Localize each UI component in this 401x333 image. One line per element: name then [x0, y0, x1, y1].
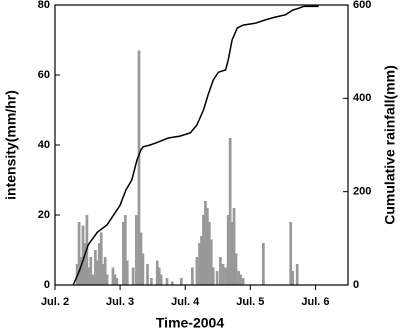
- bar: [91, 274, 95, 285]
- bar: [99, 232, 103, 285]
- bar: [131, 267, 135, 285]
- bar: [211, 267, 215, 285]
- bar: [122, 222, 125, 285]
- bar: [207, 222, 211, 285]
- bar: [232, 208, 236, 285]
- bar: [97, 243, 101, 285]
- bar: [224, 267, 227, 285]
- bar: [115, 278, 119, 285]
- bar: [146, 264, 149, 285]
- y2-tick-label: 600: [353, 0, 371, 11]
- bar: [230, 222, 234, 285]
- bar: [111, 267, 115, 285]
- y-tick-label: 0: [44, 279, 50, 291]
- cumulative-line: [72, 5, 319, 286]
- bar: [200, 236, 203, 285]
- x-tick-label: Jul. 6: [301, 296, 329, 308]
- bar: [141, 253, 145, 285]
- bar: [83, 243, 87, 285]
- bar: [79, 257, 83, 285]
- bar: [261, 243, 265, 285]
- bar: [195, 257, 199, 285]
- bar: [221, 264, 225, 285]
- bar: [81, 225, 85, 285]
- bar: [191, 267, 194, 285]
- y2-tick-label: 200: [353, 186, 371, 198]
- bar: [179, 278, 183, 285]
- bar: [219, 257, 222, 285]
- bar: [155, 260, 159, 285]
- y2-axis-label: Cumulative rainfall(mm): [382, 65, 398, 224]
- bar: [295, 264, 299, 285]
- bar: [139, 232, 143, 285]
- y2-tick-label: 0: [353, 279, 359, 291]
- bar: [103, 257, 107, 285]
- bar: [228, 138, 232, 285]
- bar: [234, 253, 238, 285]
- x-tick-label: Jul. 3: [106, 296, 134, 308]
- x-tick-label: Jul. 2: [41, 296, 69, 308]
- bar: [123, 215, 127, 285]
- bar: [87, 267, 91, 285]
- bar: [241, 278, 245, 285]
- y-tick-label: 80: [38, 0, 50, 11]
- bar: [125, 260, 129, 285]
- bar: [157, 267, 161, 285]
- bar: [237, 271, 240, 285]
- bar: [198, 243, 201, 285]
- bar: [77, 222, 81, 285]
- y-tick-label: 20: [38, 209, 50, 221]
- x-tick-label: Jul. 5: [236, 296, 264, 308]
- bar: [135, 215, 138, 285]
- bar: [209, 239, 213, 285]
- bar: [289, 222, 293, 285]
- x-axis-label: Time-2004: [156, 315, 224, 331]
- bar: [206, 208, 209, 285]
- bar: [165, 278, 169, 285]
- bar: [215, 271, 219, 285]
- y-tick-label: 60: [38, 69, 50, 81]
- bar: [89, 257, 93, 285]
- bar: [202, 215, 205, 285]
- y-tick-label: 40: [38, 139, 50, 151]
- bar: [113, 274, 117, 285]
- x-tick-label: Jul. 4: [171, 296, 200, 308]
- bar: [105, 274, 109, 285]
- bar: [170, 281, 174, 285]
- bar: [94, 250, 97, 285]
- bar: [239, 274, 242, 285]
- bar: [226, 215, 230, 285]
- bar: [101, 264, 105, 285]
- y2-tick-label: 400: [353, 92, 371, 104]
- bar: [150, 278, 153, 285]
- bar: [204, 201, 207, 285]
- bar: [291, 271, 295, 285]
- y-axis-label: intensity(mm/hr): [3, 90, 19, 200]
- bar: [95, 260, 99, 285]
- bar: [159, 274, 163, 285]
- bar: [137, 50, 141, 285]
